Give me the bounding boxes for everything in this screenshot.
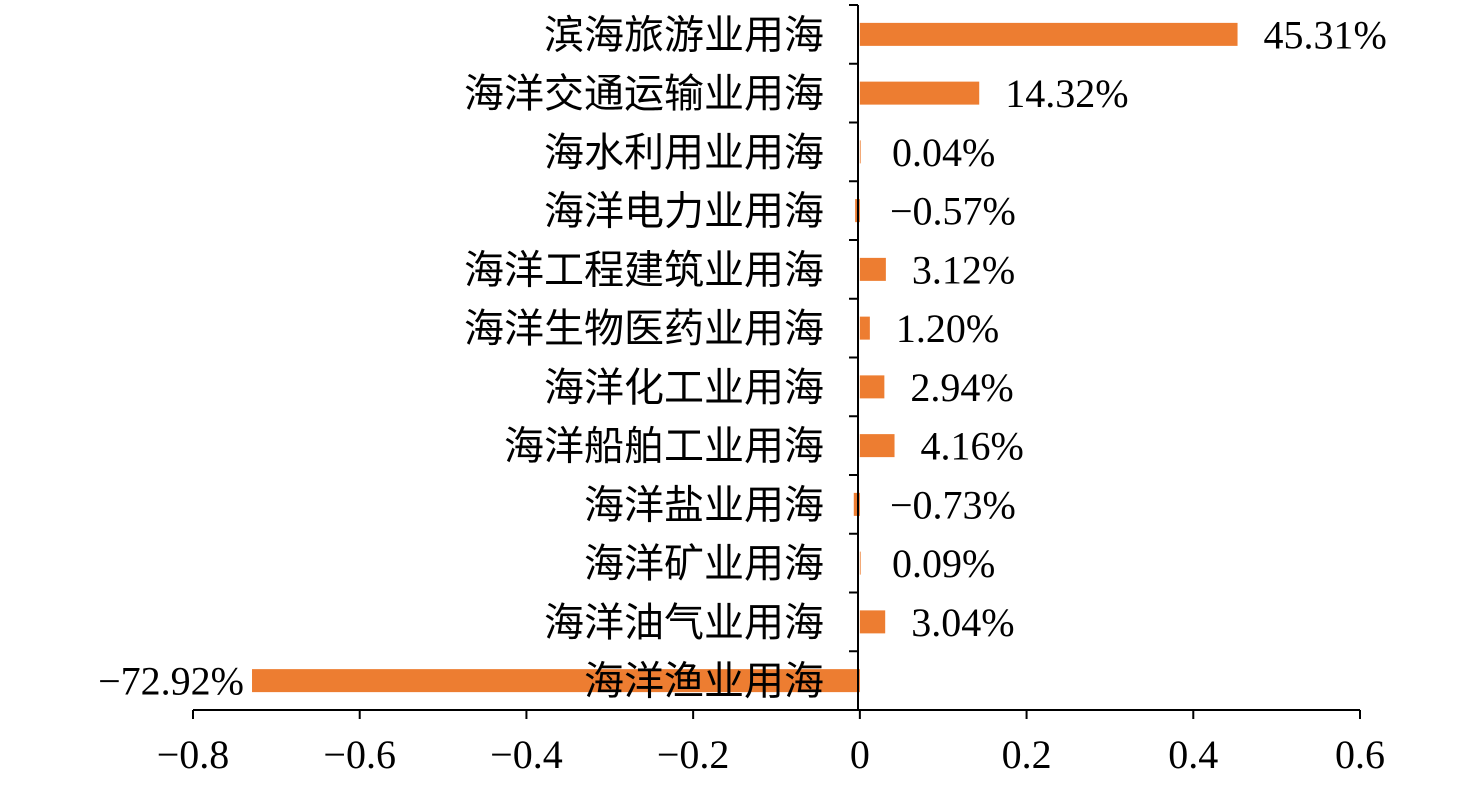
data-label-8: −0.73%: [890, 482, 1016, 527]
x-tick-label-5: 0.2: [1002, 732, 1052, 777]
data-label-4: 3.12%: [912, 247, 1015, 292]
category-label-11: 海洋渔业用海: [584, 659, 824, 705]
category-label-0: 滨海旅游业用海: [544, 12, 824, 58]
data-label-11: −72.92%: [98, 659, 244, 704]
x-tick-label-1: −0.6: [323, 732, 396, 777]
axes-group: [193, 4, 1360, 711]
x-ticks-group: −0.8 −0.6 −0.4 −0.2 0 0.2 0.4 0.6: [157, 710, 1385, 777]
data-label-6: 2.94%: [910, 365, 1013, 410]
category-label-10: 海洋油气业用海: [544, 600, 824, 646]
category-label-6: 海洋化工业用海: [544, 365, 824, 411]
category-label-3: 海洋电力业用海: [544, 189, 824, 235]
bar-4: [859, 257, 886, 281]
data-label-9: 0.09%: [892, 541, 995, 586]
category-labels-group: 滨海旅游业用海海洋交通运输业用海海水利用业用海海洋电力业用海海洋工程建筑业用海海…: [464, 12, 824, 704]
data-label-2: 0.04%: [892, 130, 995, 175]
category-label-1: 海洋交通运输业用海: [464, 71, 824, 117]
category-label-9: 海洋矿业用海: [584, 541, 824, 587]
x-tick-label-2: −0.4: [490, 732, 563, 777]
x-tick-label-4: 0: [850, 732, 870, 777]
bar-1: [859, 81, 980, 105]
bar-10: [859, 610, 886, 634]
data-label-5: 1.20%: [896, 306, 999, 351]
bar-8: [853, 492, 860, 516]
bar-0: [859, 22, 1238, 46]
category-label-7: 海洋船舶工业用海: [504, 424, 824, 470]
data-label-1: 14.32%: [1005, 71, 1128, 116]
data-label-7: 4.16%: [921, 424, 1024, 469]
data-label-3: −0.57%: [890, 189, 1016, 234]
bar-6: [859, 375, 885, 399]
data-label-0: 45.31%: [1264, 12, 1387, 57]
category-label-2: 海水利用业用海: [544, 130, 824, 176]
bar-11: [252, 669, 860, 693]
data-labels-group: 45.31% 14.32%0.04% −0.57% 3.12% 1.20% 2.94% 4.…: [98, 12, 1387, 703]
x-tick-label-3: −0.2: [657, 732, 730, 777]
bar-7: [859, 434, 895, 458]
data-label-10: 3.04%: [911, 600, 1014, 645]
bar-9: [859, 551, 861, 575]
x-tick-label-0: −0.8: [157, 732, 230, 777]
x-tick-label-7: 0.6: [1335, 732, 1385, 777]
x-tick-label-6: 0.4: [1168, 732, 1218, 777]
category-label-4: 海洋工程建筑业用海: [464, 247, 824, 293]
bars-group: [252, 22, 1238, 693]
category-label-8: 海洋盐业用海: [584, 482, 824, 528]
bar-2: [859, 140, 861, 164]
category-label-5: 海洋生物医药业用海: [464, 306, 824, 352]
bar-5: [859, 316, 870, 340]
